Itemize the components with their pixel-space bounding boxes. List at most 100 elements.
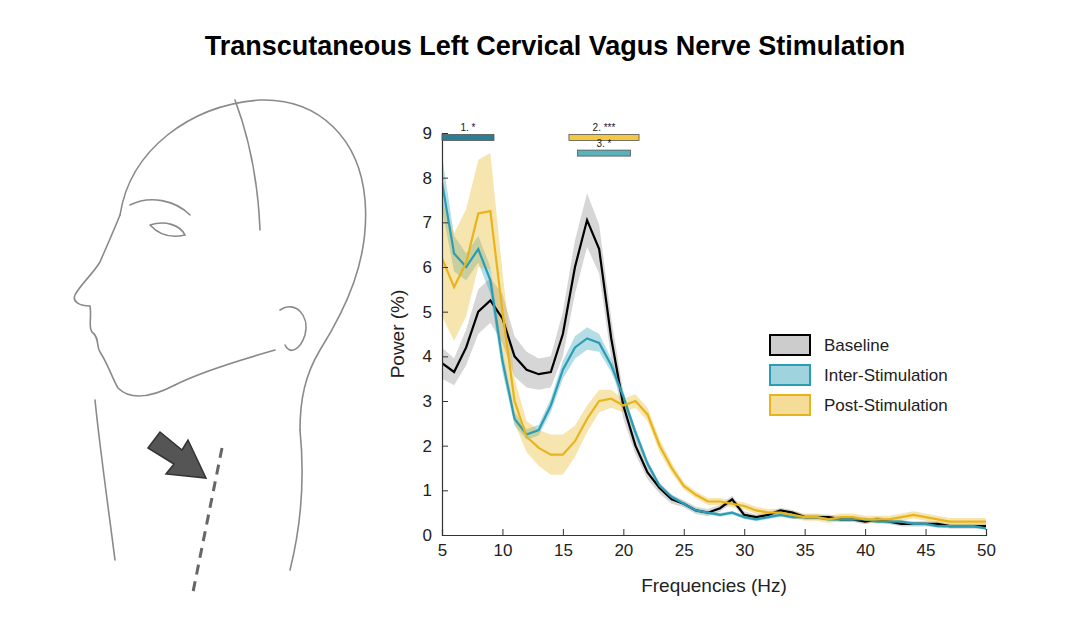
head-outline xyxy=(120,100,366,430)
error-band xyxy=(442,155,986,530)
arrow xyxy=(148,432,206,478)
tick: 5 xyxy=(423,303,448,322)
tick-label: 35 xyxy=(796,541,815,560)
tick-label: 2 xyxy=(423,437,432,456)
annotations: 1. * 2. *** 3. * xyxy=(442,122,639,156)
title: Transcutaneous Left Cervical Vagus Nerve… xyxy=(205,31,906,61)
y-axis-title: Power (%) xyxy=(387,290,408,379)
significance-label: 2. *** xyxy=(593,122,616,133)
tick-label: 8 xyxy=(423,169,432,188)
tick-label: 0 xyxy=(423,526,432,545)
tick-label: 15 xyxy=(554,541,573,560)
legend-label: Inter-Stimulation xyxy=(824,366,948,385)
tick: 30 xyxy=(735,529,754,560)
tick-label: 7 xyxy=(423,213,432,232)
tick-label: 9 xyxy=(423,124,432,143)
tick-mark xyxy=(805,529,806,535)
plot-area xyxy=(442,153,986,530)
tick-mark xyxy=(442,356,448,357)
legend-item: Post-Stimulation xyxy=(770,395,948,415)
tick-mark xyxy=(563,529,564,535)
tick-mark xyxy=(442,490,448,491)
error-band xyxy=(442,153,986,525)
tick-label: 25 xyxy=(675,541,694,560)
axis-line xyxy=(443,134,449,536)
y-axis: 0 1 2 3 4 5 6 7 8 9 xyxy=(423,124,448,545)
tick-mark xyxy=(986,529,987,535)
tick-label: 1 xyxy=(423,481,432,500)
tick-label: 4 xyxy=(423,347,432,366)
eye xyxy=(150,223,185,236)
tick-mark xyxy=(442,446,448,447)
tick-label: 10 xyxy=(493,541,512,560)
significance-bar xyxy=(577,150,630,156)
tick: 50 xyxy=(977,529,996,560)
ear xyxy=(280,307,306,350)
tick-mark xyxy=(865,529,866,535)
axis-line xyxy=(443,529,987,536)
x-axis-title: Frequencies (Hz) xyxy=(641,575,787,596)
tick-label: 30 xyxy=(735,541,754,560)
tick: 1 xyxy=(423,481,448,500)
tick-label: 40 xyxy=(856,541,875,560)
face-profile xyxy=(74,215,175,396)
legend-swatch xyxy=(770,365,810,385)
tick-label: 50 xyxy=(977,541,996,560)
legend-item: Inter-Stimulation xyxy=(770,365,948,385)
tick-mark xyxy=(442,133,448,134)
tick-mark xyxy=(442,312,448,313)
significance-bar xyxy=(442,134,494,140)
series-line xyxy=(442,182,986,528)
tick: 7 xyxy=(423,213,448,232)
tick: 3 xyxy=(423,392,448,411)
illustration xyxy=(74,100,365,592)
tick-mark xyxy=(744,529,745,535)
legend-swatch xyxy=(770,335,810,355)
neck-back xyxy=(290,430,302,570)
tick-mark xyxy=(684,529,685,535)
series-line xyxy=(442,220,986,526)
tick-label: 6 xyxy=(423,258,432,277)
tick-mark xyxy=(442,401,448,402)
tick-mark xyxy=(502,529,503,535)
significance-label: 3. * xyxy=(596,138,611,149)
significance-label: 1. * xyxy=(460,122,475,133)
brow xyxy=(130,200,190,215)
chart: Transcutaneous Left Cervical Vagus Nerve… xyxy=(0,0,1076,638)
legend-label: Baseline xyxy=(824,336,889,355)
tick-mark xyxy=(926,529,927,535)
tick: 4 xyxy=(423,347,448,366)
tick-label: 20 xyxy=(614,541,633,560)
tick-label: 3 xyxy=(423,392,432,411)
tick-mark xyxy=(623,529,624,535)
tick-mark xyxy=(442,535,448,536)
jaw xyxy=(175,350,275,385)
tick-label: 45 xyxy=(917,541,936,560)
tick-label: 5 xyxy=(438,541,447,560)
tick-label: 5 xyxy=(423,303,432,322)
tick-mark xyxy=(442,267,448,268)
tick: 40 xyxy=(856,529,875,560)
hair-line xyxy=(235,100,260,230)
tick: 45 xyxy=(917,529,936,560)
error-band xyxy=(442,193,986,528)
x-axis: 5 10 15 20 25 30 35 40 45 50 xyxy=(438,529,996,560)
tick: 8 xyxy=(423,169,448,188)
neck-front xyxy=(95,400,115,560)
tick: 20 xyxy=(614,529,633,560)
tick: 10 xyxy=(493,529,512,560)
tick: 35 xyxy=(796,529,815,560)
legend-label: Post-Stimulation xyxy=(824,396,948,415)
tick: 2 xyxy=(423,437,448,456)
tick: 25 xyxy=(675,529,694,560)
legend-swatch xyxy=(770,395,810,415)
series-line xyxy=(442,211,986,521)
tick: 15 xyxy=(554,529,573,560)
tick: 0 xyxy=(423,526,448,545)
legend: Baseline Inter-Stimulation Post-Stimulatio… xyxy=(770,335,948,415)
tick-mark xyxy=(442,222,448,223)
nerve-line xyxy=(193,448,222,592)
tick-mark xyxy=(442,178,448,179)
tick: 6 xyxy=(423,258,448,277)
legend-item: Baseline xyxy=(770,335,889,355)
